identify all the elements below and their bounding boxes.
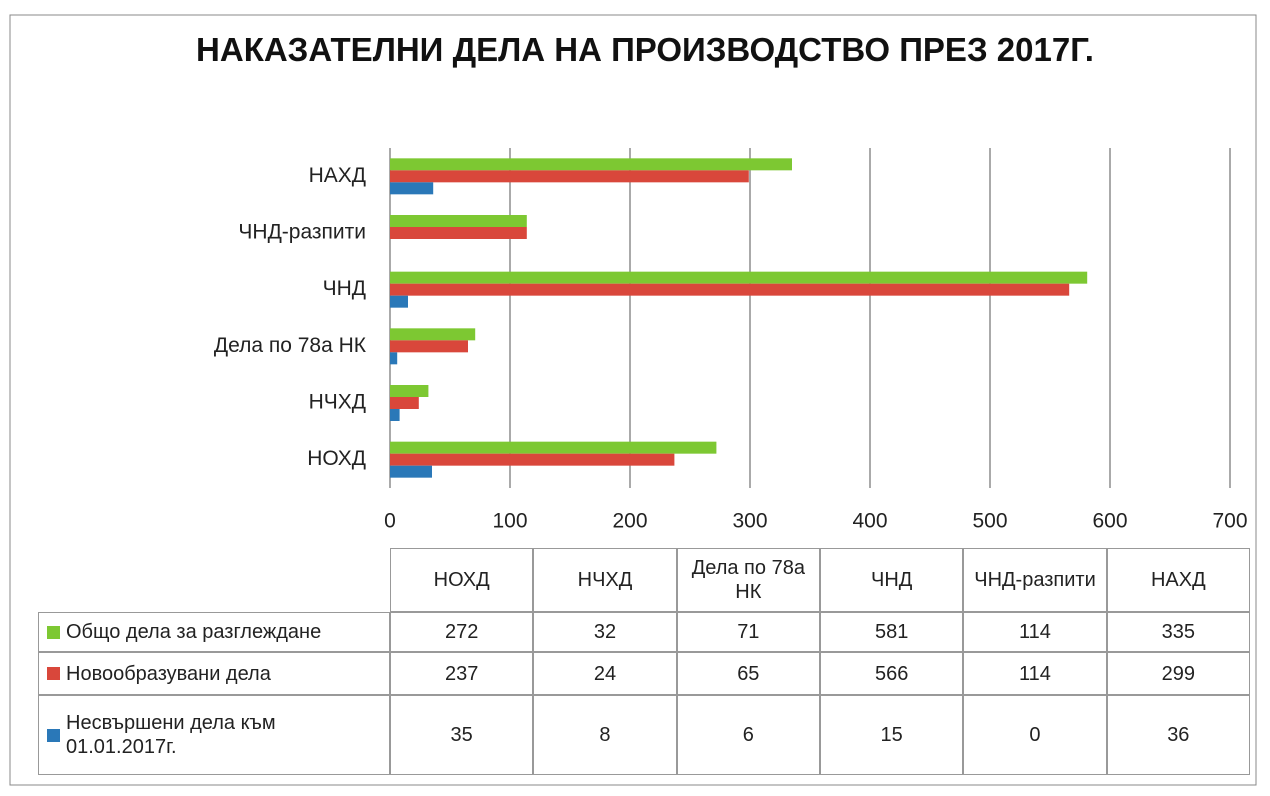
table-header: НАХД	[1106, 548, 1250, 612]
y-tick-label: Дела по 78а НК	[214, 334, 367, 357]
table-value: 237	[390, 652, 534, 695]
table-value: 299	[1106, 652, 1250, 695]
bar	[390, 295, 408, 308]
bar	[390, 328, 476, 341]
table-value: 8	[533, 695, 677, 775]
x-tick-label: 500	[972, 510, 1007, 533]
legend-swatch	[47, 625, 60, 639]
table-value: 0	[963, 695, 1107, 775]
bar	[390, 352, 398, 365]
legend-label: Несвършени дела към 01.01.2017г.	[66, 712, 276, 758]
y-tick-label: ЧНД	[323, 277, 366, 300]
table-value: 335	[1106, 612, 1250, 652]
table-value: 65	[676, 652, 820, 695]
y-tick-label: ЧНД-разпити	[238, 221, 366, 244]
bar	[390, 441, 717, 454]
bar	[390, 283, 1070, 296]
bar	[390, 397, 419, 409]
x-tick-label: 300	[732, 510, 767, 533]
table-value: 581	[820, 612, 964, 652]
table-header: ЧНД-разпити	[963, 548, 1107, 612]
bar	[390, 170, 749, 183]
legend-swatch	[47, 667, 60, 680]
x-tick-label: 200	[612, 510, 647, 533]
x-tick-label: 600	[1092, 510, 1127, 533]
legend-swatch	[47, 728, 60, 742]
bar	[390, 227, 527, 239]
x-tick-label: 0	[384, 510, 396, 533]
bar	[390, 385, 429, 397]
table-header: НЧХД	[533, 548, 677, 612]
bar	[390, 453, 675, 466]
bar	[390, 215, 527, 227]
bar	[390, 409, 400, 421]
legend-label: Новообразувани дела	[66, 662, 271, 685]
table-value: 71	[676, 612, 820, 652]
table-header: ЧНД	[820, 548, 964, 612]
table-value: 114	[963, 612, 1107, 652]
x-tick-label: 400	[852, 510, 887, 533]
y-tick-label: НЧХД	[309, 391, 366, 414]
table-value: 36	[1106, 695, 1250, 775]
bar	[390, 465, 432, 478]
x-tick-label: 100	[492, 510, 527, 533]
table-value: 566	[820, 652, 964, 695]
table-value: 35	[390, 695, 534, 775]
table-value: 6	[676, 695, 820, 775]
table-header: НОХД	[390, 548, 534, 612]
chart-frame	[9, 14, 1257, 786]
table-value: 114	[963, 652, 1107, 695]
bar	[390, 158, 792, 171]
table-value: 15	[820, 695, 964, 775]
legend-label: Общо дела за разглеждане	[66, 621, 322, 643]
legend-entry: Несвършени дела към 01.01.2017г.	[38, 695, 390, 775]
table-value: 272	[390, 612, 534, 652]
bar	[390, 340, 468, 353]
x-tick-label: 700	[1212, 510, 1247, 533]
bar	[390, 182, 434, 195]
y-tick-label: НАХД	[309, 164, 366, 187]
table-header: Дела по 78а НК	[676, 548, 820, 612]
legend-entry: Новообразувани дела	[38, 652, 390, 695]
legend-entry: Общо дела за разглеждане	[38, 612, 390, 652]
y-tick-label: НОХД	[307, 447, 366, 470]
bar	[390, 271, 1088, 284]
table-value: 32	[533, 612, 677, 652]
table-value: 24	[533, 652, 677, 695]
chart-title: НАКАЗАТЕЛНИ ДЕЛА НА ПРОИЗВОДСТВО ПРЕЗ 20…	[196, 31, 1094, 68]
